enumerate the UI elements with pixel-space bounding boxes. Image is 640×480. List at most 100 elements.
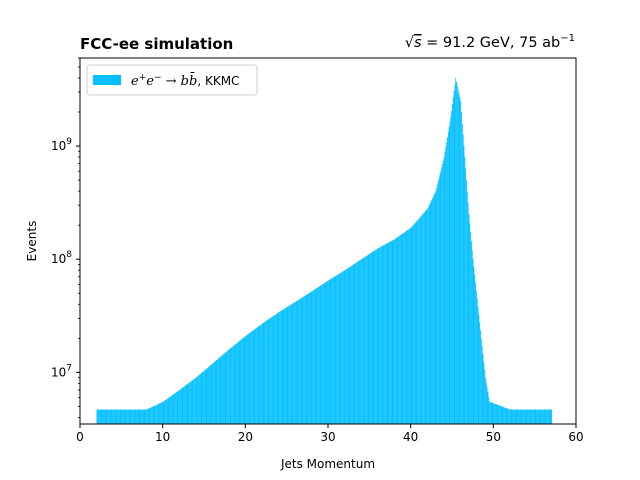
histogram-bar bbox=[361, 259, 362, 424]
y-axis-label: Events bbox=[25, 221, 39, 262]
histogram-bar bbox=[485, 377, 486, 424]
histogram-bar bbox=[194, 378, 196, 424]
histogram-bar bbox=[190, 381, 192, 424]
title-sqrt-symbol: √ bbox=[405, 35, 415, 51]
histogram-bar bbox=[222, 354, 224, 424]
histogram-bar bbox=[220, 356, 222, 424]
histogram-bar bbox=[420, 216, 422, 424]
histogram-bar bbox=[475, 282, 476, 424]
histogram-bar bbox=[425, 210, 427, 424]
histogram-bar bbox=[347, 268, 348, 424]
histogram-bar bbox=[113, 409, 114, 424]
histogram-bar bbox=[370, 252, 372, 424]
histogram-bar bbox=[238, 341, 240, 424]
histogram-bar bbox=[290, 304, 292, 424]
histogram-bar bbox=[409, 228, 410, 424]
legend-swatch bbox=[93, 75, 121, 85]
histogram-bar bbox=[135, 409, 137, 424]
histogram-bar bbox=[237, 341, 239, 424]
histogram-bar bbox=[400, 234, 402, 424]
histogram-bar bbox=[405, 231, 407, 424]
histogram-bar bbox=[161, 402, 163, 424]
histogram-bar bbox=[395, 238, 397, 424]
histogram-bar bbox=[204, 370, 205, 424]
histogram-bar bbox=[448, 127, 450, 424]
histogram-bar bbox=[114, 409, 116, 424]
histogram-bar bbox=[267, 319, 269, 424]
histogram-bar bbox=[297, 300, 299, 424]
x-axis-ticks: 0 10 20 30 40 50 60 bbox=[76, 424, 584, 444]
histogram-bar bbox=[99, 409, 100, 424]
histogram-bar bbox=[387, 242, 389, 424]
histogram-bar bbox=[533, 409, 535, 424]
histogram-bar bbox=[280, 310, 282, 424]
histogram-bar bbox=[523, 409, 524, 424]
histogram-bar bbox=[265, 321, 266, 424]
histogram-bar bbox=[544, 409, 546, 424]
histogram-bar bbox=[436, 187, 438, 424]
histogram-bar bbox=[179, 389, 181, 424]
histogram-bar bbox=[381, 246, 383, 424]
histogram-bar bbox=[313, 290, 314, 424]
histogram-bar bbox=[285, 308, 286, 424]
y-tick-label: 108 bbox=[51, 250, 72, 266]
histogram-bar bbox=[374, 250, 376, 424]
histogram-bar bbox=[459, 97, 461, 424]
histogram-bar bbox=[313, 289, 315, 424]
title-equals-text: = 91.2 GeV, 75 ab bbox=[422, 35, 561, 51]
histogram-bar bbox=[454, 84, 456, 425]
histogram-bar bbox=[341, 272, 343, 424]
histogram-bar bbox=[272, 316, 274, 424]
histogram-bar bbox=[255, 328, 257, 424]
histogram-bar bbox=[232, 346, 233, 424]
histogram-bar bbox=[409, 228, 411, 424]
histogram-bar bbox=[432, 196, 434, 424]
histogram-bar bbox=[339, 273, 341, 424]
histogram-bar bbox=[360, 259, 362, 424]
histogram-bar bbox=[414, 222, 416, 424]
histogram-bar bbox=[472, 259, 474, 424]
histogram-bar bbox=[440, 170, 442, 424]
histogram-bar bbox=[485, 382, 487, 424]
histogram-bar bbox=[419, 217, 421, 424]
histogram-bar bbox=[260, 324, 262, 424]
histogram-bar bbox=[165, 399, 167, 424]
histogram-bar bbox=[250, 332, 252, 424]
histogram-bar bbox=[215, 360, 217, 424]
histogram-bar bbox=[487, 392, 489, 424]
histogram-bar bbox=[490, 402, 491, 424]
histogram-bar bbox=[211, 364, 213, 424]
histogram-bar bbox=[253, 329, 255, 424]
histogram-bar bbox=[130, 409, 132, 424]
histogram-bar bbox=[314, 289, 316, 424]
histogram-bar bbox=[305, 295, 307, 424]
histogram-bar bbox=[121, 409, 123, 424]
histogram-bar bbox=[288, 306, 290, 424]
histogram-bar bbox=[283, 309, 285, 424]
histogram-bar bbox=[202, 371, 204, 424]
histogram-bar bbox=[437, 184, 438, 424]
histogram-bar bbox=[321, 284, 323, 424]
histogram-bar bbox=[456, 81, 457, 425]
histogram-bar bbox=[394, 238, 396, 424]
histogram-bar bbox=[356, 261, 358, 424]
histogram-bar bbox=[122, 409, 124, 424]
histogram-bar bbox=[111, 409, 113, 424]
histogram-bar bbox=[507, 408, 509, 424]
histogram-bar bbox=[359, 260, 361, 424]
chart-title-right: √s = 91.2 GeV, 75 ab−1 bbox=[405, 33, 575, 51]
histogram-bar bbox=[465, 168, 467, 424]
histogram-bar bbox=[269, 318, 271, 424]
histogram-bar bbox=[376, 248, 378, 424]
histogram-bar bbox=[147, 408, 149, 424]
histogram-bar bbox=[178, 390, 180, 424]
histogram-bar bbox=[151, 407, 152, 424]
histogram-bar bbox=[132, 409, 133, 424]
histogram-bar bbox=[514, 409, 516, 424]
histogram-bar bbox=[205, 369, 207, 424]
x-tick-label: 0 bbox=[76, 430, 84, 444]
histogram-bar bbox=[251, 330, 253, 424]
histogram-bar bbox=[227, 350, 228, 424]
histogram-bar bbox=[380, 246, 381, 424]
histogram-bar bbox=[447, 132, 449, 425]
